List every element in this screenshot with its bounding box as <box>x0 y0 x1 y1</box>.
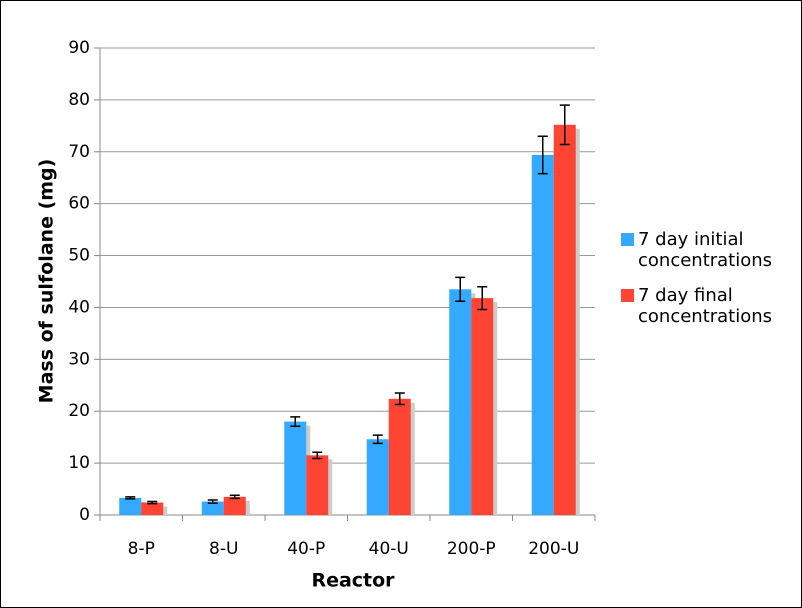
legend-entry: 7 day initial concentrations <box>621 229 801 271</box>
y-tick-label: 30 <box>68 349 90 369</box>
bar <box>223 496 246 515</box>
y-tick-label: 20 <box>68 401 90 421</box>
bar <box>306 455 329 515</box>
x-tick-label: 8-P <box>128 539 155 559</box>
y-tick-label: 0 <box>79 505 90 525</box>
x-axis-title: Reactor <box>311 570 395 592</box>
error-bar <box>147 500 158 505</box>
error-bar <box>372 434 383 445</box>
bar <box>471 298 494 515</box>
error-bar <box>455 276 466 302</box>
y-tick-label: 80 <box>68 90 90 110</box>
y-axis-title: Mass of sulfolane (mg) <box>36 159 58 404</box>
error-bar <box>125 496 136 500</box>
error-bar <box>207 499 218 504</box>
error-bar <box>229 494 240 500</box>
bar <box>201 501 224 515</box>
legend-entry: 7 day final concentrations <box>621 285 801 327</box>
error-bar <box>394 392 405 406</box>
x-tick-label: 200-P <box>447 539 496 559</box>
bar <box>141 502 164 515</box>
y-tick-label: 70 <box>68 142 90 162</box>
y-tick-label: 50 <box>68 246 90 266</box>
error-bar <box>312 451 323 460</box>
legend-label: 7 day final concentrations <box>638 285 773 327</box>
error-bar <box>290 416 301 428</box>
bar <box>284 421 307 515</box>
bar <box>366 439 389 515</box>
legend-swatch <box>621 289 634 302</box>
y-tick-label: 60 <box>68 194 90 214</box>
x-tick-label: 40-U <box>369 539 409 559</box>
y-tick-label: 90 <box>68 38 90 58</box>
legend-swatch <box>621 233 634 246</box>
y-tick-label: 10 <box>68 453 90 473</box>
bar <box>388 398 411 515</box>
error-bar <box>537 135 548 175</box>
bar <box>531 154 554 515</box>
x-tick-label: 40-P <box>287 539 325 559</box>
x-tick-label: 200-U <box>528 539 579 559</box>
legend-label: 7 day initial concentrations <box>638 229 773 271</box>
bar <box>553 124 576 515</box>
bar <box>449 289 472 515</box>
y-tick-label: 40 <box>68 297 90 317</box>
x-tick-label: 8-U <box>209 539 238 559</box>
bar <box>119 497 142 515</box>
error-bar <box>477 285 488 311</box>
error-bar <box>559 104 570 146</box>
